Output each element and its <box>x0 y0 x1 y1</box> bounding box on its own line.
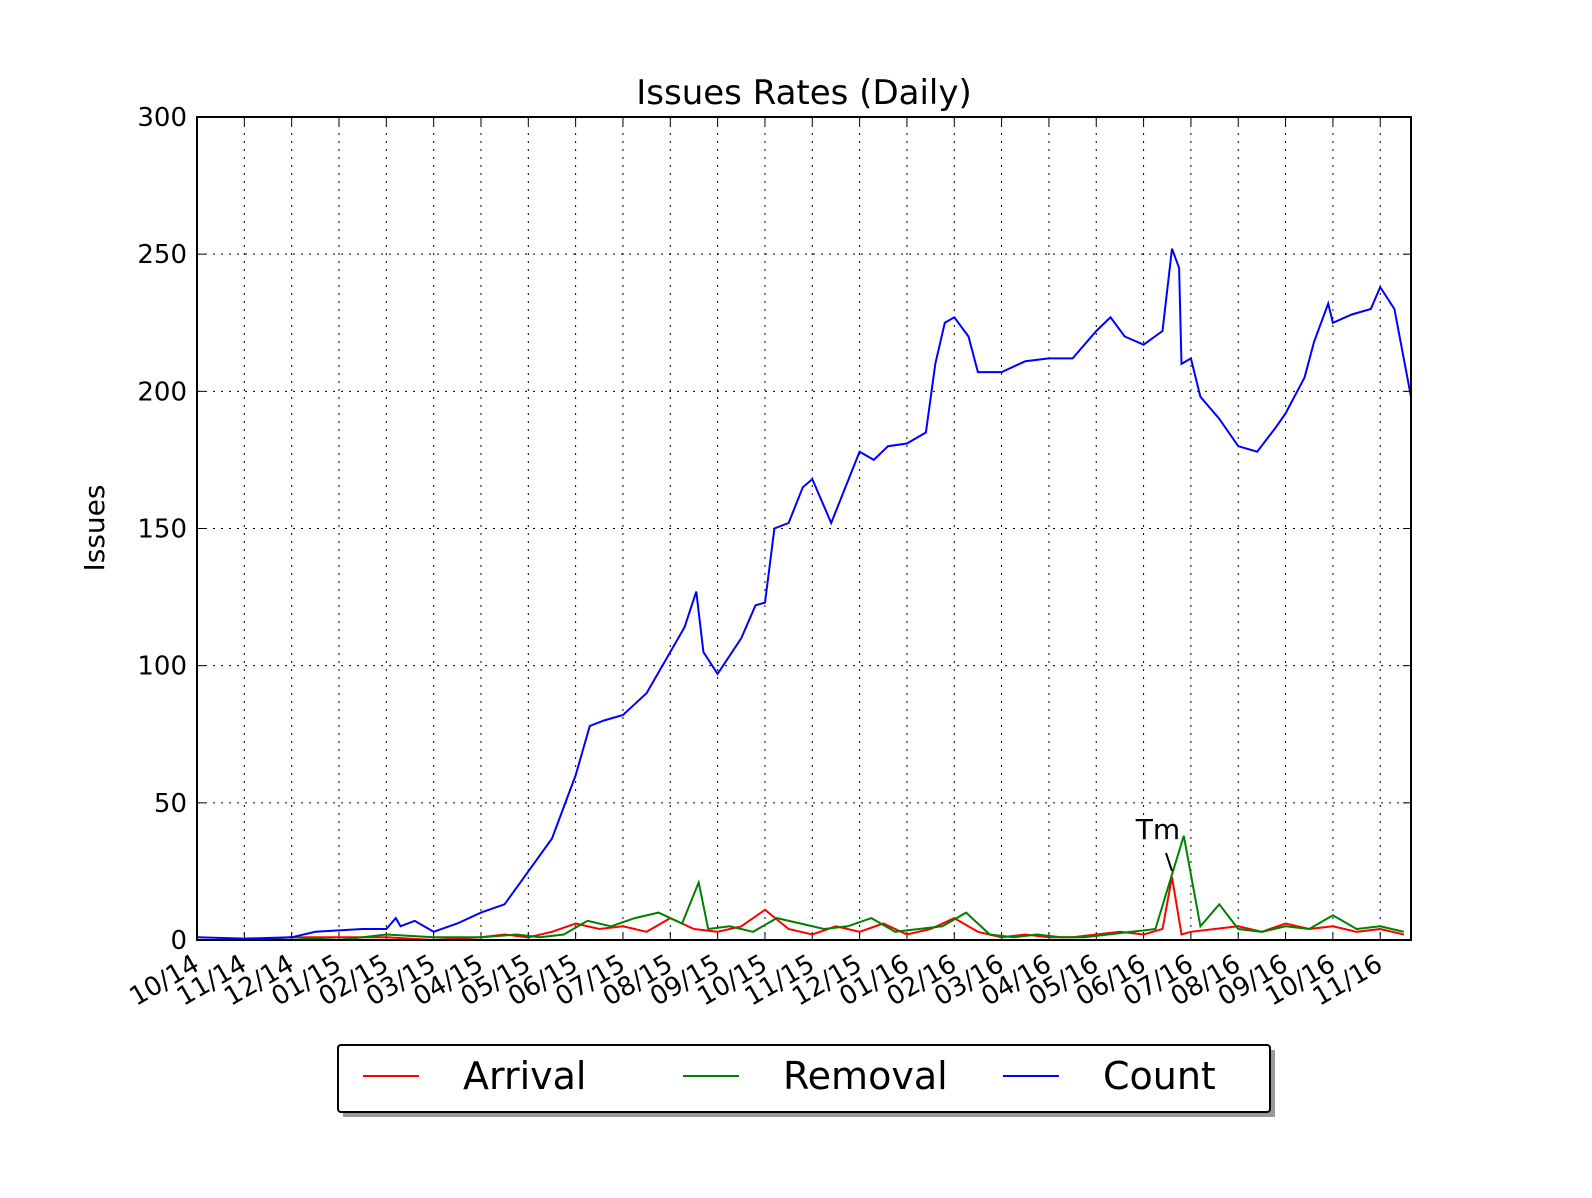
y-tick-label: 200 <box>137 377 187 407</box>
y-tick-label: 100 <box>137 652 187 682</box>
legend-label: Arrival <box>463 1054 586 1098</box>
chart-title: Issues Rates (Daily) <box>636 73 971 113</box>
y-tick-label: 250 <box>137 240 187 270</box>
legend-label: Count <box>1103 1054 1216 1098</box>
y-tick-label: 50 <box>154 789 187 819</box>
series-line <box>197 876 1405 942</box>
annotation-arrow <box>1165 852 1173 872</box>
legend: Arrival Removal Count <box>337 1044 1275 1117</box>
legend-box <box>337 1044 1271 1113</box>
y-axis-label: Issues <box>78 485 111 572</box>
legend-label: Removal <box>783 1054 948 1098</box>
annotation: Tm <box>1135 813 1180 846</box>
y-tick-label: 0 <box>170 926 187 956</box>
series-line <box>196 248 1412 940</box>
plot-frame <box>196 116 1412 941</box>
y-tick-label: 300 <box>137 103 187 133</box>
series-line <box>197 835 1405 942</box>
y-tick-label: 150 <box>137 515 187 545</box>
